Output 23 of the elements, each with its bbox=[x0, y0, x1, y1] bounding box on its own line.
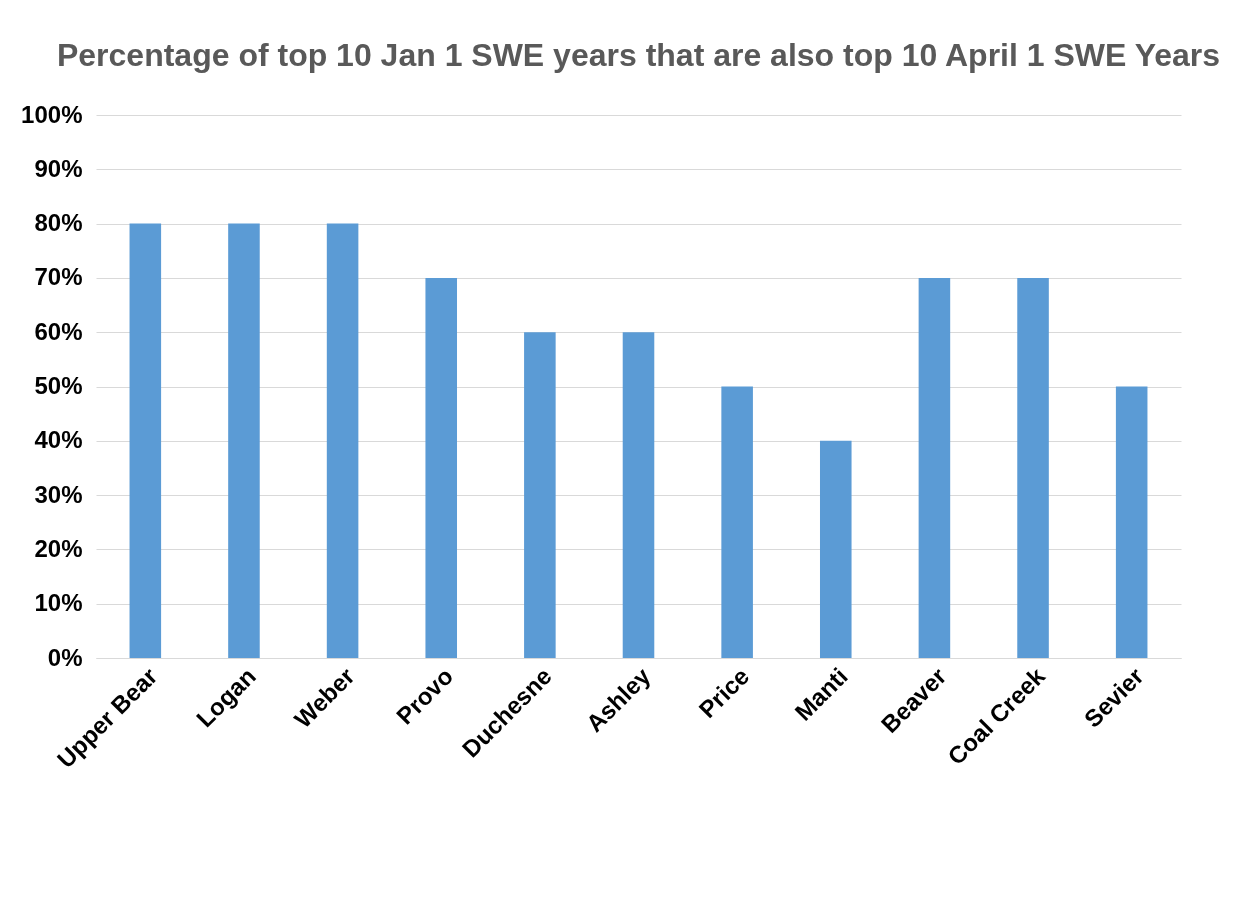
y-tick-label: 10% bbox=[34, 589, 83, 617]
bar bbox=[524, 332, 556, 658]
y-tick-label: 60% bbox=[34, 317, 83, 345]
y-tick-label: 70% bbox=[34, 263, 83, 291]
bar bbox=[819, 440, 852, 658]
y-tick-label: 100% bbox=[21, 100, 83, 128]
y-tick-label: 80% bbox=[34, 209, 83, 237]
y-tick-label: 30% bbox=[34, 480, 83, 508]
chart-title: Percentage of top 10 Jan 1 SWE years that are also top 10 April 1 SWE Years bbox=[56, 37, 1221, 73]
bar bbox=[129, 223, 162, 658]
bar bbox=[918, 277, 951, 658]
bar bbox=[721, 386, 753, 658]
bar bbox=[622, 332, 655, 658]
bar bbox=[228, 223, 260, 658]
y-tick-label: 40% bbox=[34, 426, 83, 454]
y-tick-label: 20% bbox=[34, 534, 83, 562]
bar bbox=[1017, 277, 1049, 658]
y-tick-label: 0% bbox=[47, 643, 83, 671]
y-tick-label: 50% bbox=[34, 372, 83, 399]
bar bbox=[425, 277, 458, 658]
bar bbox=[1115, 386, 1148, 658]
bar bbox=[326, 223, 359, 658]
y-tick-label: 90% bbox=[34, 154, 83, 182]
